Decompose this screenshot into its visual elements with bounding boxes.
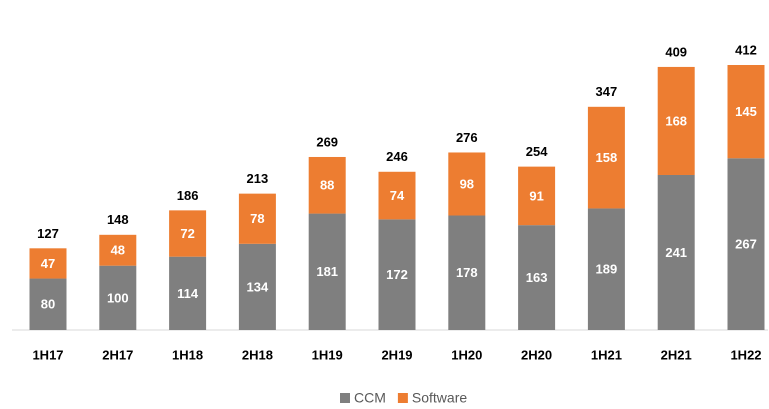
data-label: 241 [665,245,687,260]
bar-segment [587,208,625,330]
x-tick-label: 2H19 [381,347,412,362]
bar-segment [727,65,765,159]
x-tick-label: 2H17 [102,347,133,362]
bar-segment [99,265,137,330]
bar-segment [169,256,207,330]
data-label: 145 [735,104,757,119]
x-tick-label: 2H18 [242,347,273,362]
bar-segment [29,278,67,330]
bar-segment [308,213,346,330]
bar-segment [308,156,346,214]
data-label: 78 [250,211,264,226]
x-tick-label: 2H21 [661,347,692,362]
total-label: 148 [107,212,129,227]
x-tick-label: 1H17 [32,347,63,362]
bar-segment [448,215,486,330]
data-label: 168 [665,113,687,128]
data-label: 47 [41,256,55,271]
data-label: 74 [390,188,405,203]
data-label: 181 [316,264,338,279]
bar-segment [238,243,276,330]
total-label: 246 [386,149,408,164]
bar-segment [448,152,486,216]
data-label: 134 [247,279,269,294]
legend-label: CCM [354,390,386,406]
total-label: 409 [665,44,687,59]
x-tick-label: 1H20 [451,347,482,362]
bar-segment [518,225,556,330]
total-label: 347 [596,84,618,99]
data-label: 48 [111,243,125,258]
data-label: 189 [596,262,618,277]
bar-segment [169,210,207,257]
bar-segment [587,106,625,209]
data-label: 114 [177,286,199,301]
total-label: 127 [37,226,59,241]
total-label: 412 [735,42,757,57]
bar-segment [657,174,695,330]
bar-segment [99,234,137,266]
legend-swatch [397,393,408,403]
total-label: 186 [177,188,199,203]
data-label: 98 [460,176,474,191]
x-tick-label: 1H22 [730,347,761,362]
data-label: 178 [456,265,478,280]
bar-segment [518,166,556,226]
data-label: 91 [529,188,543,203]
x-tick-label: 1H19 [312,347,343,362]
data-label: 100 [107,290,129,305]
bar-segment [727,158,765,330]
data-label: 88 [320,178,334,193]
data-label: 267 [735,237,757,252]
legend-label: Software [412,390,467,406]
bar-segment [378,219,416,330]
data-label: 80 [41,297,55,312]
x-tick-label: 2H20 [521,347,552,362]
x-tick-label: 1H18 [172,347,203,362]
data-label: 158 [596,150,618,165]
bar-segment [657,66,695,175]
x-tick-label: 1H21 [591,347,622,362]
total-label: 276 [456,130,478,145]
total-label: 269 [316,134,338,149]
data-label: 163 [526,270,548,285]
legend-swatch [340,393,350,403]
bar-segment [378,171,416,220]
data-label: 72 [180,226,194,241]
bar-segment [29,248,67,279]
total-label: 254 [526,144,548,159]
total-label: 213 [247,171,269,186]
bar-segment [238,193,276,244]
data-label: 172 [386,267,408,282]
